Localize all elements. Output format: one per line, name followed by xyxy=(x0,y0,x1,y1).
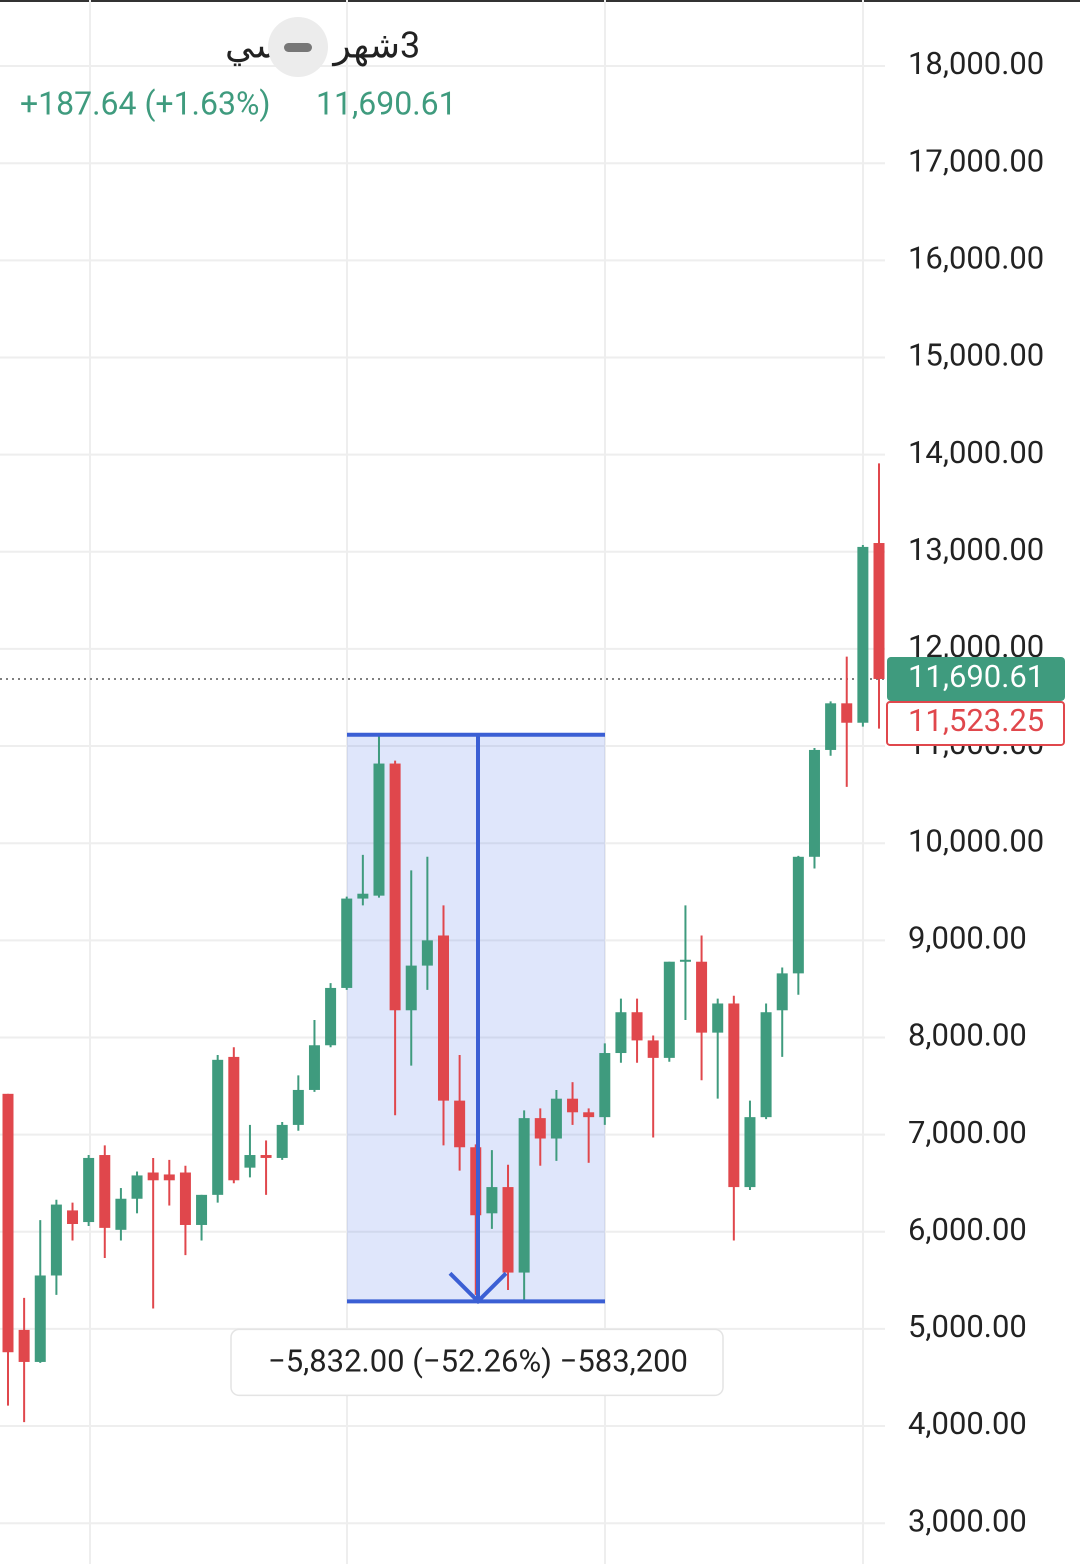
candle-body xyxy=(389,763,401,1011)
candle-body xyxy=(325,987,337,1046)
candle-body xyxy=(228,1056,240,1181)
candle-body xyxy=(534,1118,546,1139)
candle-body xyxy=(873,543,885,679)
candle-body xyxy=(550,1098,562,1139)
measurement-label: −5,832.00 (−52.26%) −583,200 xyxy=(268,1343,688,1380)
candle-body xyxy=(615,1012,627,1054)
collapse-icon xyxy=(284,43,312,52)
y-tick-label: 6,000.00 xyxy=(908,1211,1027,1248)
candle-body xyxy=(34,1275,46,1362)
y-tick-label: 13,000.00 xyxy=(908,531,1044,568)
candle-body xyxy=(841,703,853,723)
candle-body xyxy=(728,1003,740,1188)
candle-body xyxy=(518,1118,530,1273)
candle-body xyxy=(454,1100,466,1148)
y-axis: 3,000.00 4,000.00 5,000.00 6,000.00 7,000.00… xyxy=(908,45,1044,1539)
candle-body xyxy=(696,961,708,1033)
candle-body xyxy=(99,1155,111,1228)
candle-body xyxy=(196,1194,208,1225)
measurement-label-box xyxy=(230,1328,724,1397)
y-tick-label: 3,000.00 xyxy=(908,1502,1027,1539)
candle-body xyxy=(486,1187,498,1214)
y-tick-label: 17,000.00 xyxy=(908,142,1044,179)
candle-body xyxy=(679,959,691,962)
candle-body xyxy=(760,1012,772,1118)
y-tick-label: 8,000.00 xyxy=(908,1017,1027,1054)
y-tick-label: 7,000.00 xyxy=(908,1114,1027,1151)
marker-price-tag xyxy=(886,700,1065,746)
candle-body xyxy=(373,763,385,896)
candle-body xyxy=(567,1098,579,1113)
candle-body xyxy=(502,1187,514,1273)
candles xyxy=(2,463,885,1423)
measurement-arrowhead xyxy=(448,1271,508,1305)
y-tick-label: 18,000.00 xyxy=(908,45,1044,82)
marker-price-tag-label: 11,523.25 xyxy=(908,702,1044,739)
candle-body xyxy=(18,1329,30,1362)
candle-body xyxy=(776,973,788,1011)
candle-body xyxy=(276,1124,288,1158)
candle-body xyxy=(244,1155,256,1168)
candle-body xyxy=(260,1155,272,1158)
candle-body xyxy=(50,1204,62,1276)
candle-body xyxy=(2,1093,14,1353)
candle-body xyxy=(712,1003,724,1033)
candle-body xyxy=(792,856,804,974)
candle-body xyxy=(857,546,869,723)
y-tick-label: 10,000.00 xyxy=(908,822,1044,859)
last-price-tag-label: 11,690.61 xyxy=(908,658,1044,695)
candle-body xyxy=(147,1172,159,1181)
price-tags: 11,690.61 11,523.25 xyxy=(886,656,1065,746)
candle-body xyxy=(131,1175,143,1199)
candle-body xyxy=(663,961,675,1058)
candle-body xyxy=(83,1157,95,1223)
candle-body xyxy=(67,1210,79,1224)
candle-body xyxy=(470,1147,482,1216)
candle-body xyxy=(438,935,449,1101)
last-price: 11,690.61 xyxy=(316,84,457,122)
candle-body xyxy=(212,1059,224,1195)
candle-body xyxy=(292,1089,304,1125)
y-tick-label: 4,000.00 xyxy=(908,1405,1027,1442)
candle-body xyxy=(179,1172,191,1225)
candle-body xyxy=(599,1053,611,1118)
y-tick-label: 16,000.00 xyxy=(908,240,1044,277)
candle-body xyxy=(421,940,433,966)
candle-body xyxy=(308,1045,320,1090)
candle-body xyxy=(808,749,820,857)
candle-body xyxy=(163,1174,175,1181)
candle-body xyxy=(631,1012,643,1041)
price-change: +187.64 (+1.63%) xyxy=(20,84,271,122)
candle-body xyxy=(341,898,353,988)
y-tick-label: 9,000.00 xyxy=(908,920,1027,957)
candle-body xyxy=(744,1117,756,1188)
last-price-tag xyxy=(887,656,1065,701)
y-tick-label: 14,000.00 xyxy=(908,434,1044,471)
candle-body xyxy=(647,1040,659,1058)
candle-body xyxy=(825,703,837,750)
y-tick-label: 15,000.00 xyxy=(908,337,1044,374)
measurement-tool: −5,832.00 (−52.26%) −583,200 xyxy=(230,732,724,1397)
candle-body xyxy=(583,1112,595,1118)
candle-body xyxy=(115,1198,127,1230)
candle-body xyxy=(357,893,369,899)
candle-body xyxy=(405,965,417,1011)
y-tick-label: 5,000.00 xyxy=(908,1308,1027,1345)
